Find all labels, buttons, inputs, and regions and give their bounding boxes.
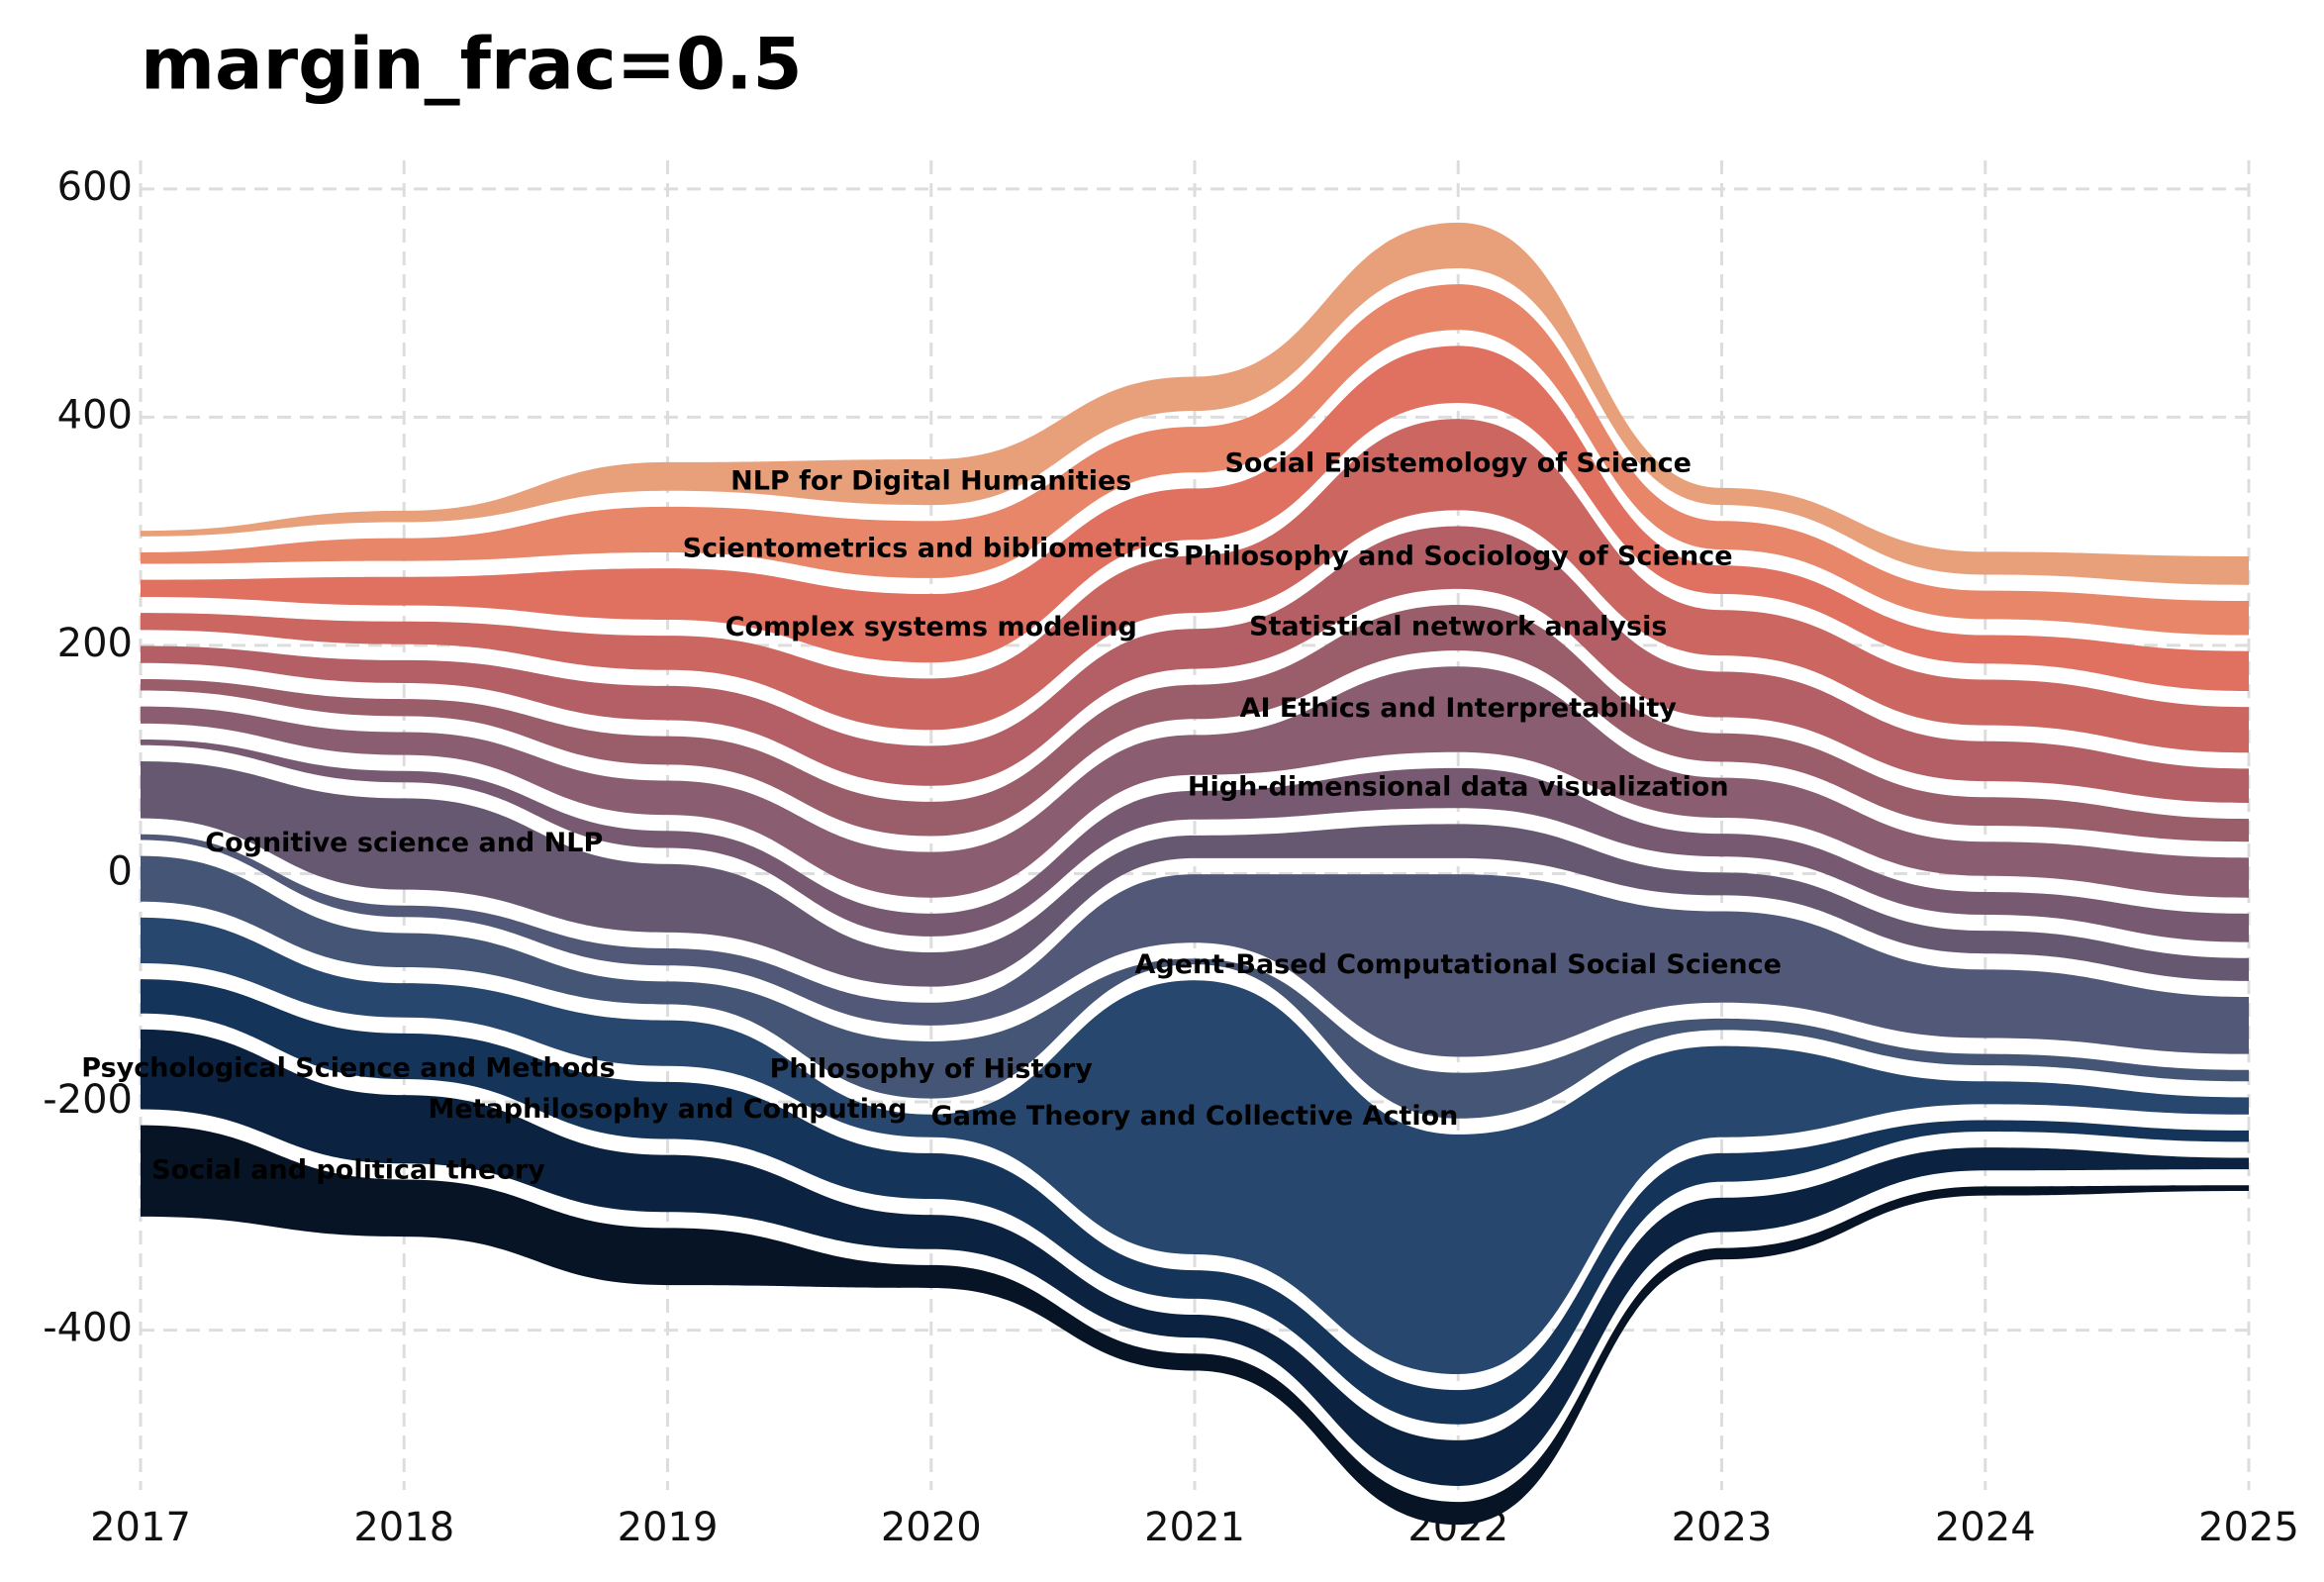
- y-tick-label: 600: [57, 164, 133, 210]
- stream-layer: [141, 855, 2249, 1119]
- y-tick-label: 400: [57, 392, 133, 438]
- series-label: Social and political theory: [151, 1154, 545, 1185]
- x-tick-label: 2023: [1672, 1505, 1773, 1550]
- stream-layer: [141, 346, 2249, 692]
- series-label: Scientometrics and bibliometrics: [683, 534, 1180, 564]
- series-label: Complex systems modeling: [726, 612, 1137, 643]
- chart-title: margin_frac=0.5: [141, 23, 803, 106]
- y-tick-label: 200: [57, 621, 133, 666]
- x-tick-label: 2025: [2198, 1505, 2299, 1550]
- x-tick-label: 2024: [1935, 1505, 2036, 1550]
- series-label: Cognitive science and NLP: [205, 828, 603, 858]
- y-tick-label: 0: [108, 848, 133, 894]
- stream-layer: [141, 760, 2249, 987]
- stream-layer: [141, 979, 2249, 1425]
- series-label: High-dimensional data visualization: [1188, 772, 1729, 803]
- x-tick-label: 2021: [1144, 1505, 1245, 1550]
- series-label: Philosophy of History: [770, 1053, 1094, 1084]
- series-label: Game Theory and Collective Action: [931, 1101, 1459, 1132]
- x-tick-label: 2018: [353, 1505, 454, 1550]
- x-tick-label: 2017: [90, 1505, 191, 1550]
- y-tick-label: -200: [43, 1077, 133, 1123]
- x-tick-label: 2020: [881, 1505, 982, 1550]
- series-label: NLP for Digital Humanities: [730, 466, 1131, 497]
- stream-layer: [141, 917, 2249, 1374]
- series-label: AI Ethics and Interpretability: [1240, 693, 1678, 724]
- stream-layer: [141, 605, 2249, 842]
- x-tick-label: 2019: [618, 1505, 719, 1550]
- series-label: Statistical network analysis: [1249, 612, 1667, 643]
- stream-layer: [141, 526, 2249, 804]
- y-tick-label: -400: [43, 1306, 133, 1351]
- stream-layer: [141, 834, 2249, 1057]
- stream-layer: [141, 419, 2249, 753]
- series-label: Metaphilosophy and Computing: [428, 1094, 907, 1125]
- stream-layer: [141, 222, 2249, 585]
- series-label: Psychological Science and Methods: [81, 1053, 615, 1084]
- stream-layer: [141, 284, 2249, 636]
- stream-layer: [141, 666, 2249, 898]
- series-label: Social Epistemology of Science: [1224, 448, 1692, 479]
- series-label: Philosophy and Sociology of Science: [1184, 542, 1733, 572]
- series-label: Agent-Based Computational Social Science: [1135, 949, 1782, 980]
